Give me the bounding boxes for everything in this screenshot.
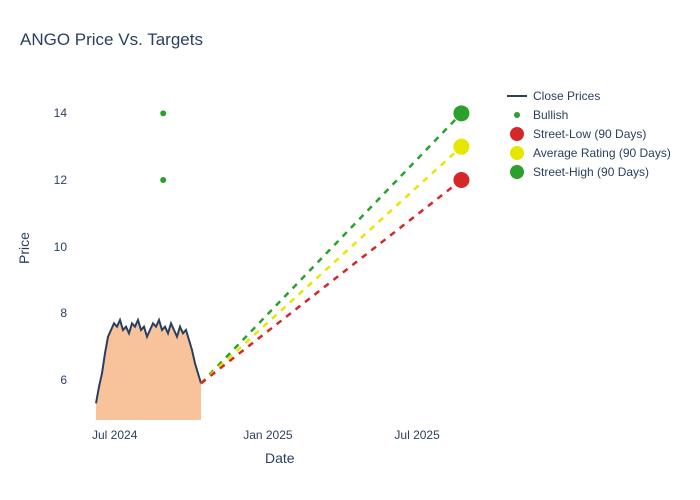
legend-marker-icon [505,127,529,141]
legend-marker-icon [505,146,529,160]
legend-marker-icon [505,165,529,179]
chart-container: ANGO Price Vs. Targets Price Date 6 8 10 12… [0,0,700,500]
y-axis-label: Price [16,228,32,268]
legend-label: Close Prices [533,89,600,103]
legend-label: Street-High (90 Days) [533,165,649,179]
legend-item: Average Rating (90 Days) [505,145,671,161]
chart-title: ANGO Price Vs. Targets [20,30,203,50]
legend-marker-icon [505,108,529,122]
legend-item: Street-High (90 Days) [505,164,671,180]
legend-marker-icon [505,89,529,103]
target-line-street-low [201,180,461,383]
y-tick: 8 [60,306,67,320]
target-marker-street-low [453,172,469,188]
legend-label: Average Rating (90 Days) [533,146,671,160]
target-marker-average [453,139,469,155]
legend-item: Bullish [505,107,671,123]
y-tick: 10 [54,240,67,254]
plot-area [75,80,495,420]
legend-item: Street-Low (90 Days) [505,126,671,142]
x-tick: Jan 2025 [243,428,292,442]
y-tick: 6 [60,373,67,387]
y-tick: 12 [54,173,67,187]
target-line-street-high [201,113,461,383]
bullish-marker [160,110,166,116]
legend-label: Street-Low (90 Days) [533,127,646,141]
legend: Close Prices Bullish Street-Low (90 Days) A… [505,88,671,183]
bullish-marker [160,177,166,183]
y-tick: 14 [54,106,67,120]
x-tick: Jul 2024 [92,428,137,442]
legend-item: Close Prices [505,88,671,104]
x-axis-label: Date [265,450,295,466]
target-line-average [201,147,461,384]
target-marker-street-high [453,105,469,121]
x-tick: Jul 2025 [394,428,439,442]
legend-label: Bullish [533,108,568,122]
